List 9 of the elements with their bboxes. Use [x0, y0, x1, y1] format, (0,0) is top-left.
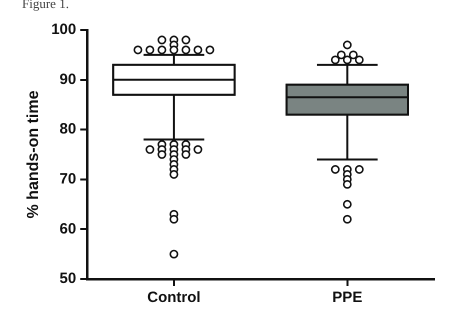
y-tick-label: 50 [60, 270, 76, 288]
y-tick-label: 60 [60, 220, 76, 238]
x-tick-label: Control [147, 289, 201, 306]
x-tick-label: PPE [332, 289, 362, 306]
y-tick-label: 100 [51, 21, 76, 38]
y-axis-title: % hands-on time [25, 90, 42, 219]
y-tick-label: 70 [60, 170, 76, 188]
y-tick-label: 80 [60, 120, 76, 138]
y-tick-label: 90 [60, 70, 76, 88]
